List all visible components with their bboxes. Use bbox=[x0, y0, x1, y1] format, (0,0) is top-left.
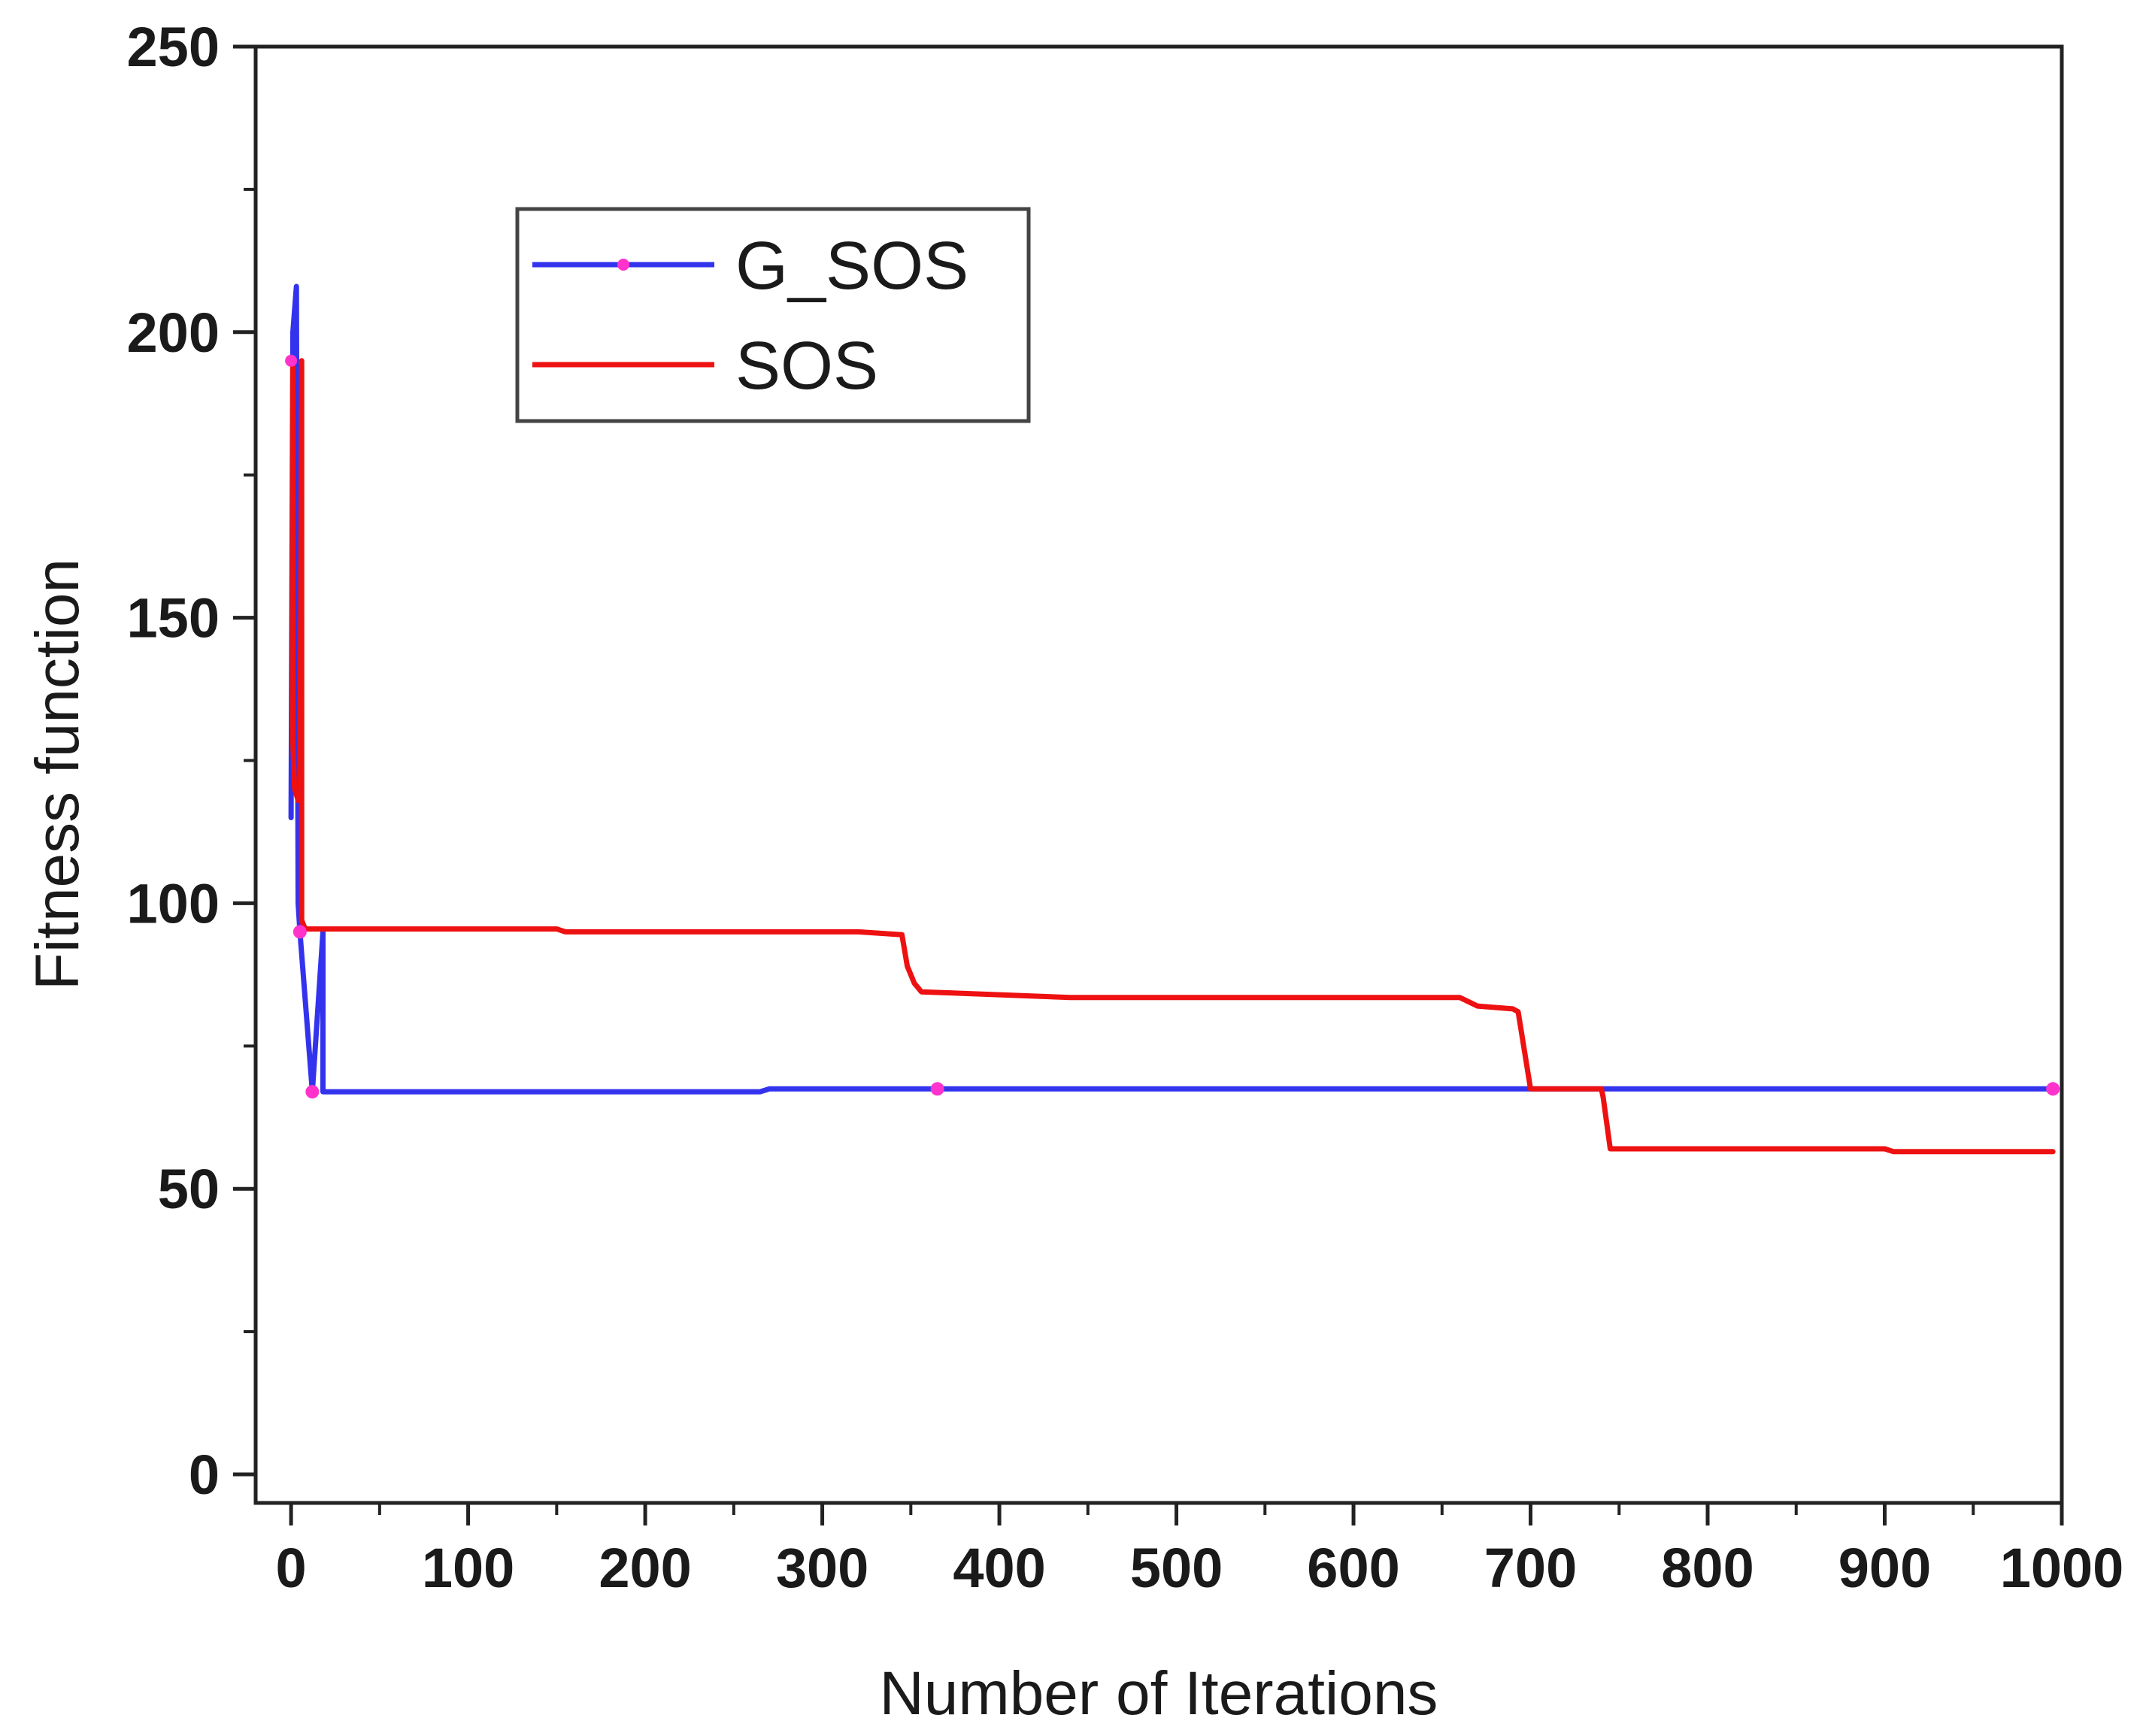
x-tick-label: 800 bbox=[1661, 1537, 1753, 1599]
series-line-g-sos bbox=[288, 283, 2056, 1095]
y-tick-label: 0 bbox=[189, 1444, 220, 1506]
y-tick-label: 200 bbox=[127, 301, 220, 364]
y-tick-label: 100 bbox=[127, 872, 220, 935]
y-tick-label: 150 bbox=[127, 587, 220, 650]
sos-start-marker bbox=[285, 354, 298, 367]
y-tick-label: 50 bbox=[158, 1158, 220, 1220]
g-sos-marker bbox=[292, 925, 307, 939]
x-tick-label: 600 bbox=[1307, 1537, 1399, 1599]
series-layer bbox=[288, 283, 2056, 1155]
g-sos-marker bbox=[305, 1085, 320, 1099]
x-tick-label: 400 bbox=[953, 1537, 1045, 1599]
x-tick-label: 900 bbox=[1838, 1537, 1931, 1599]
series-line-sos bbox=[288, 358, 2056, 1155]
x-tick-label: 100 bbox=[422, 1537, 514, 1599]
legend-box bbox=[515, 207, 1031, 423]
g-sos-marker bbox=[2046, 1082, 2060, 1096]
x-axis-label: Number of Iterations bbox=[880, 1659, 1438, 1728]
x-tick-label: 300 bbox=[776, 1537, 868, 1599]
x-tick-label: 1000 bbox=[2000, 1537, 2124, 1599]
x-tick-label: 0 bbox=[276, 1537, 307, 1599]
x-tick-label: 500 bbox=[1130, 1537, 1223, 1599]
legend-label-sos: SOS bbox=[735, 329, 878, 404]
g-sos-marker bbox=[930, 1082, 944, 1096]
tick-layer: 0 100 200 300 400 500 600 700 800 900 1000 0 50 100 15… bbox=[127, 16, 2124, 1599]
legend-marker-g-sos bbox=[617, 259, 629, 271]
y-axis-label: Fitness function bbox=[23, 559, 92, 990]
legend: G_SOS SOS bbox=[515, 207, 1031, 423]
plot-area-frame bbox=[253, 44, 2064, 1505]
x-tick-label: 700 bbox=[1484, 1537, 1577, 1599]
y-tick-label: 250 bbox=[127, 16, 220, 78]
marker-layer bbox=[285, 354, 2060, 1099]
legend-label-g-sos: G_SOS bbox=[735, 229, 968, 304]
x-tick-label: 200 bbox=[599, 1537, 691, 1599]
